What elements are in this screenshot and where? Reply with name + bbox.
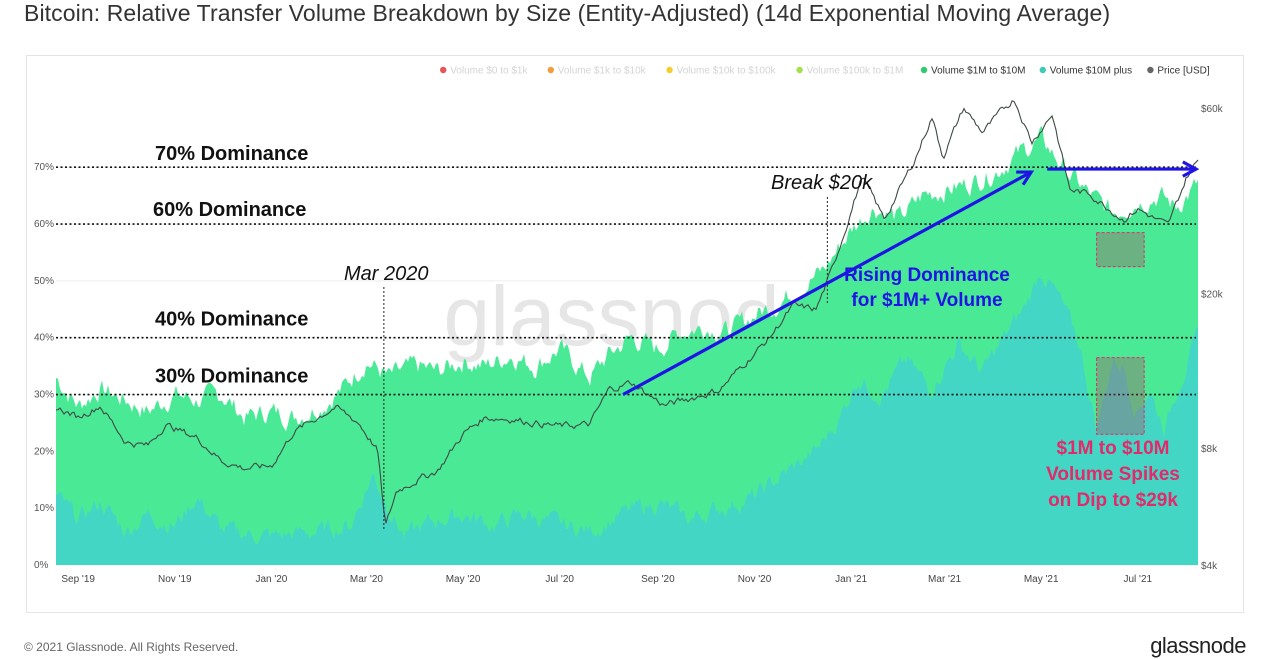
y-tick-label: 0% bbox=[34, 560, 49, 571]
legend-item[interactable]: Volume $0 to $1k bbox=[440, 66, 528, 77]
x-tick-label: Sep '19 bbox=[61, 574, 95, 585]
price-tick-label: $4k bbox=[1201, 561, 1218, 572]
price-tick-label: $8k bbox=[1201, 444, 1218, 455]
rising-dominance-arrow bbox=[622, 170, 1032, 396]
y-tick-label: 50% bbox=[34, 276, 54, 287]
legend-label: Volume $1M to $10M bbox=[931, 66, 1026, 77]
spike-label-line-2: Volume Spikes bbox=[1046, 464, 1180, 485]
event-label-break-20k: Break $20k bbox=[771, 172, 873, 194]
x-tick-label: Jul '20 bbox=[545, 574, 574, 585]
x-tick-label: Nov '20 bbox=[738, 574, 772, 585]
axes-layer: 0% 10% 20% 30% 40% 50% 60% 70% $4k $8k $20k $60k Sep… bbox=[34, 104, 1224, 585]
y-tick-label: 70% bbox=[34, 162, 54, 173]
legend-item[interactable]: Volume $1k to $10k bbox=[547, 66, 647, 77]
chart-title: Bitcoin: Relative Transfer Volume Breakd… bbox=[24, 0, 1111, 26]
legend-marker bbox=[796, 66, 803, 74]
x-tick-label: Jul '21 bbox=[1124, 574, 1153, 585]
rising-label-line-1: Rising Dominance bbox=[844, 265, 1010, 286]
x-tick-label: Mar '20 bbox=[350, 574, 383, 585]
rising-arrow-head bbox=[1016, 170, 1035, 186]
price-tick-label: $20k bbox=[1201, 289, 1224, 300]
legend-marker bbox=[440, 66, 447, 74]
y-tick-label: 30% bbox=[34, 390, 54, 401]
chart-frame bbox=[26, 55, 1244, 613]
x-tick-label: Nov '19 bbox=[158, 574, 192, 585]
rising-label-line-2: for $1M+ Volume bbox=[851, 290, 1002, 311]
area-volume-10m-plus bbox=[56, 277, 1198, 565]
legend-label: Volume $100k to $1M bbox=[807, 66, 904, 77]
dominance-label: 60% Dominance bbox=[153, 199, 306, 221]
x-tick-label: Jan '20 bbox=[255, 574, 287, 585]
chart-canvas: glassnode 0%10%20%30%40%50%60%70%$4k$8k$… bbox=[34, 66, 1224, 586]
spike-label-line-3: on Dip to $29k bbox=[1048, 490, 1178, 511]
price-line bbox=[55, 100, 1199, 524]
legend-label: Price [USD] bbox=[1157, 66, 1209, 77]
area-layer bbox=[56, 126, 1198, 565]
flat-arrow-head bbox=[1182, 160, 1200, 178]
x-tick-label: Mar '21 bbox=[928, 574, 961, 585]
legend-label: Volume $0 to $1k bbox=[450, 66, 528, 77]
legend-label: Volume $10k to $100k bbox=[677, 66, 777, 77]
y-tick-label: 40% bbox=[34, 333, 54, 344]
event-label-mar-2020: Mar 2020 bbox=[344, 263, 429, 285]
legend: Price [USD] Volume $10M plus Volume $1M to… bbox=[440, 66, 1210, 77]
y-tick-label: 20% bbox=[34, 446, 54, 457]
legend-label: Volume $10M plus bbox=[1050, 66, 1132, 77]
copyright-text: © 2021 Glassnode. All Rights Reserved. bbox=[24, 640, 239, 654]
price-tick-label: $60k bbox=[1201, 104, 1224, 115]
legend-item[interactable]: Volume $10M plus bbox=[1039, 66, 1132, 77]
legend-marker bbox=[547, 66, 554, 74]
legend-item[interactable]: Price [USD] bbox=[1147, 66, 1210, 77]
legend-label: Volume $1k to $10k bbox=[558, 66, 647, 77]
spike-highlight-box bbox=[1096, 357, 1145, 435]
dominance-label: 70% Dominance bbox=[155, 143, 308, 165]
legend-marker bbox=[920, 66, 928, 74]
dominance-label: 40% Dominance bbox=[155, 309, 308, 331]
y-tick-label: 10% bbox=[34, 503, 54, 514]
brand-logo: glassnode bbox=[1150, 633, 1246, 658]
legend-item[interactable]: Volume $100k to $1M bbox=[796, 66, 903, 77]
x-tick-label: Jan '21 bbox=[835, 574, 867, 585]
annotation-layer: 70% Dominance 60% Dominance 40% Dominance 3… bbox=[56, 143, 1200, 530]
x-tick-label: May '21 bbox=[1024, 574, 1059, 585]
legend-marker bbox=[1147, 66, 1154, 74]
legend-item[interactable]: Volume $10k to $100k bbox=[666, 66, 777, 77]
legend-marker bbox=[1039, 66, 1047, 74]
x-tick-label: Sep '20 bbox=[641, 574, 675, 585]
dominance-label: 30% Dominance bbox=[155, 366, 308, 388]
spike-label-line-1: $1M to $10M bbox=[1057, 438, 1170, 459]
x-tick-label: May '20 bbox=[446, 574, 481, 585]
spike-highlight-box bbox=[1096, 232, 1145, 268]
y-tick-label: 60% bbox=[34, 219, 54, 230]
price-layer bbox=[55, 100, 1199, 524]
legend-marker bbox=[666, 66, 673, 74]
legend-item[interactable]: Volume $1M to $10M bbox=[920, 66, 1026, 77]
